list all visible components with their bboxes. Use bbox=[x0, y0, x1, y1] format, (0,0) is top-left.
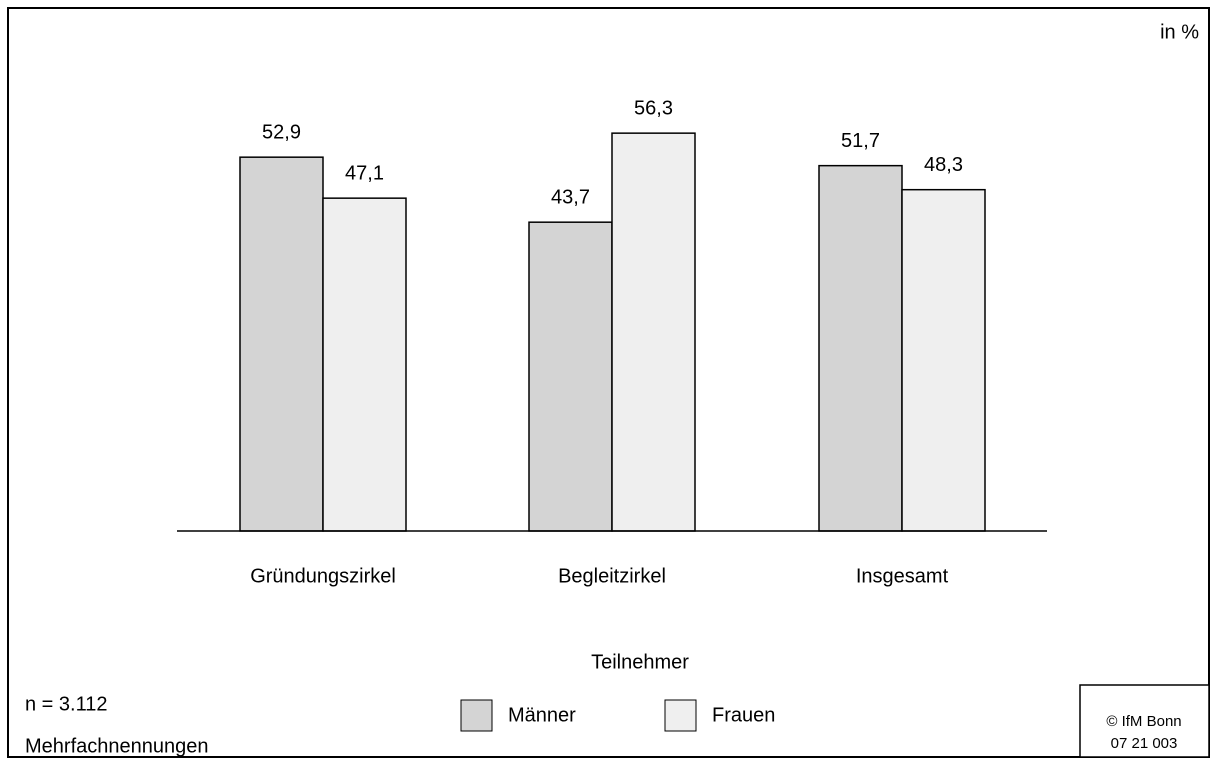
bar bbox=[239, 156, 324, 532]
value-label: 47,1 bbox=[345, 162, 384, 184]
source: 07 21 003 bbox=[1111, 735, 1178, 752]
note: n = 3.112 bbox=[25, 693, 107, 715]
value-label: 48,3 bbox=[924, 154, 963, 176]
value-label: 52,9 bbox=[262, 121, 301, 143]
note: Mehrfachnennungen bbox=[25, 735, 208, 757]
value-label: 43,7 bbox=[551, 186, 590, 208]
bar bbox=[901, 188, 986, 532]
bar bbox=[322, 197, 407, 532]
source: © IfM Bonn bbox=[1106, 713, 1181, 730]
bar bbox=[611, 132, 696, 532]
legend-label: Männer bbox=[508, 704, 576, 726]
x-tick-label: Gründungszirkel bbox=[250, 565, 396, 587]
value-label: 56,3 bbox=[634, 97, 673, 119]
x-axis-label: Teilnehmer bbox=[591, 651, 689, 673]
x-tick-label: Insgesamt bbox=[856, 565, 949, 587]
source-box bbox=[1079, 684, 1210, 758]
x-tick-label: Begleitzirkel bbox=[558, 565, 666, 587]
value-label: 51,7 bbox=[841, 130, 880, 152]
bar bbox=[818, 164, 903, 532]
unit-note: in % bbox=[1160, 21, 1199, 43]
legend-swatch bbox=[460, 699, 493, 732]
legend-label: Frauen bbox=[712, 704, 775, 726]
legend-swatch bbox=[664, 699, 697, 732]
bar bbox=[528, 221, 613, 532]
